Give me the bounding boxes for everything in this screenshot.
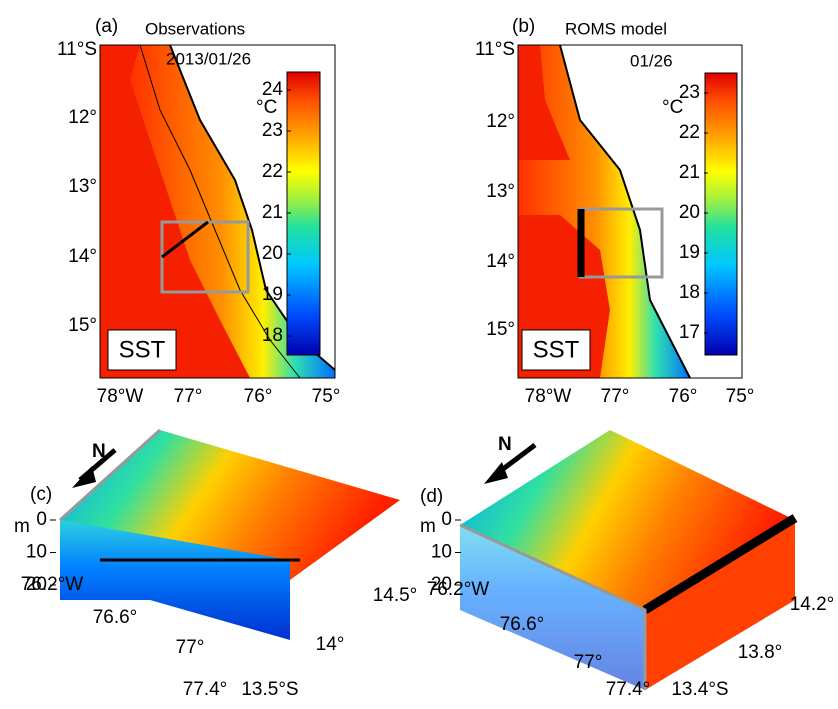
lon-label: 75° — [312, 386, 341, 407]
lat-label: 14° — [68, 246, 97, 267]
north-label: N — [92, 441, 106, 462]
panel-label: (b) — [512, 16, 535, 37]
depth-tick-label: 20 — [431, 574, 452, 595]
lon-label: 76.2°W — [21, 574, 84, 595]
lon-label: 77° — [601, 386, 630, 407]
field-label: SST — [119, 336, 166, 363]
colorbar-tick-label: 21 — [679, 162, 700, 183]
colorbar-tick-label: 22 — [262, 161, 283, 182]
lat-label: 13.5°S — [241, 679, 298, 700]
colorbar-tick-label: 20 — [679, 202, 700, 223]
depth-tick-label: 10 — [26, 542, 47, 563]
lon-label: 76° — [669, 386, 698, 407]
lon-label: 77° — [176, 637, 205, 658]
lon-label: 77° — [574, 652, 603, 673]
unit: °C — [662, 97, 683, 118]
lat-label: 14.2° — [790, 594, 835, 615]
lat-label: 13° — [68, 176, 97, 197]
lon-label: 78°W — [97, 386, 144, 407]
lon-label: 76.6° — [93, 607, 138, 628]
colorbar-tick-label: 19 — [262, 284, 283, 305]
lon-label: 75° — [726, 386, 755, 407]
map-a — [99, 44, 336, 379]
colorbar-tick-label: 24 — [262, 79, 284, 100]
panel-title: ROMS model — [565, 19, 667, 38]
lon-label: 77.4° — [183, 679, 228, 700]
volume-c — [58, 428, 400, 640]
panel-title: Observations — [145, 19, 245, 38]
depth-tick-label: 0 — [36, 509, 47, 530]
date: 2013/01/26 — [166, 49, 251, 68]
colorbar-tick-label: 21 — [262, 202, 283, 223]
depth-tick-label: 0 — [441, 509, 452, 530]
lat-label: 15° — [68, 315, 97, 336]
colorbar-tick-label: 19 — [679, 242, 700, 263]
colorbar-tick-label: 17 — [679, 322, 700, 343]
colorbar-tick-label: 22 — [679, 122, 700, 143]
panel-label: (d) — [420, 486, 443, 507]
panel-label: (a) — [95, 16, 118, 37]
colorbar-tick-label: 18 — [679, 282, 700, 303]
depth-tick-label: 10 — [431, 542, 452, 563]
lon-label: 76° — [244, 386, 273, 407]
lat-label: 13° — [486, 181, 515, 202]
colorbar-tick-label: 23 — [679, 82, 700, 103]
depth-tick-label: 20 — [26, 574, 47, 595]
colorbar-tick-label: 23 — [262, 120, 283, 141]
lon-label: 77° — [174, 386, 203, 407]
lon-label: 77.4° — [606, 679, 651, 700]
panel-label: (c) — [30, 484, 52, 505]
depth-unit: m — [14, 516, 30, 537]
lon-label: 76.6° — [500, 614, 545, 635]
colorbar-tick-label: 18 — [262, 325, 283, 346]
unit: °C — [256, 97, 277, 118]
lat-label: 15° — [486, 319, 515, 340]
lat-label: 12° — [68, 107, 97, 128]
date: 01/26 — [630, 51, 673, 70]
lat-label: 14° — [316, 634, 345, 655]
field-label: SST — [533, 336, 580, 363]
lon-label: 76.2°W — [427, 579, 490, 600]
lon-label: 78°W — [525, 386, 572, 407]
north-label: N — [498, 434, 512, 455]
depth-unit: m — [420, 516, 436, 537]
lat-label: 12° — [486, 111, 515, 132]
lat-label: 14° — [486, 251, 515, 272]
map-b — [517, 44, 743, 379]
colorbar-tick-label: 20 — [262, 243, 283, 264]
lat-label: 14.5° — [373, 585, 418, 606]
volume-d — [459, 430, 798, 690]
lat-label: 13.8° — [738, 642, 783, 663]
lat-label: 11°S — [475, 39, 515, 60]
lat-label: 11°S — [57, 39, 97, 60]
lat-label: 13.4°S — [671, 679, 728, 700]
